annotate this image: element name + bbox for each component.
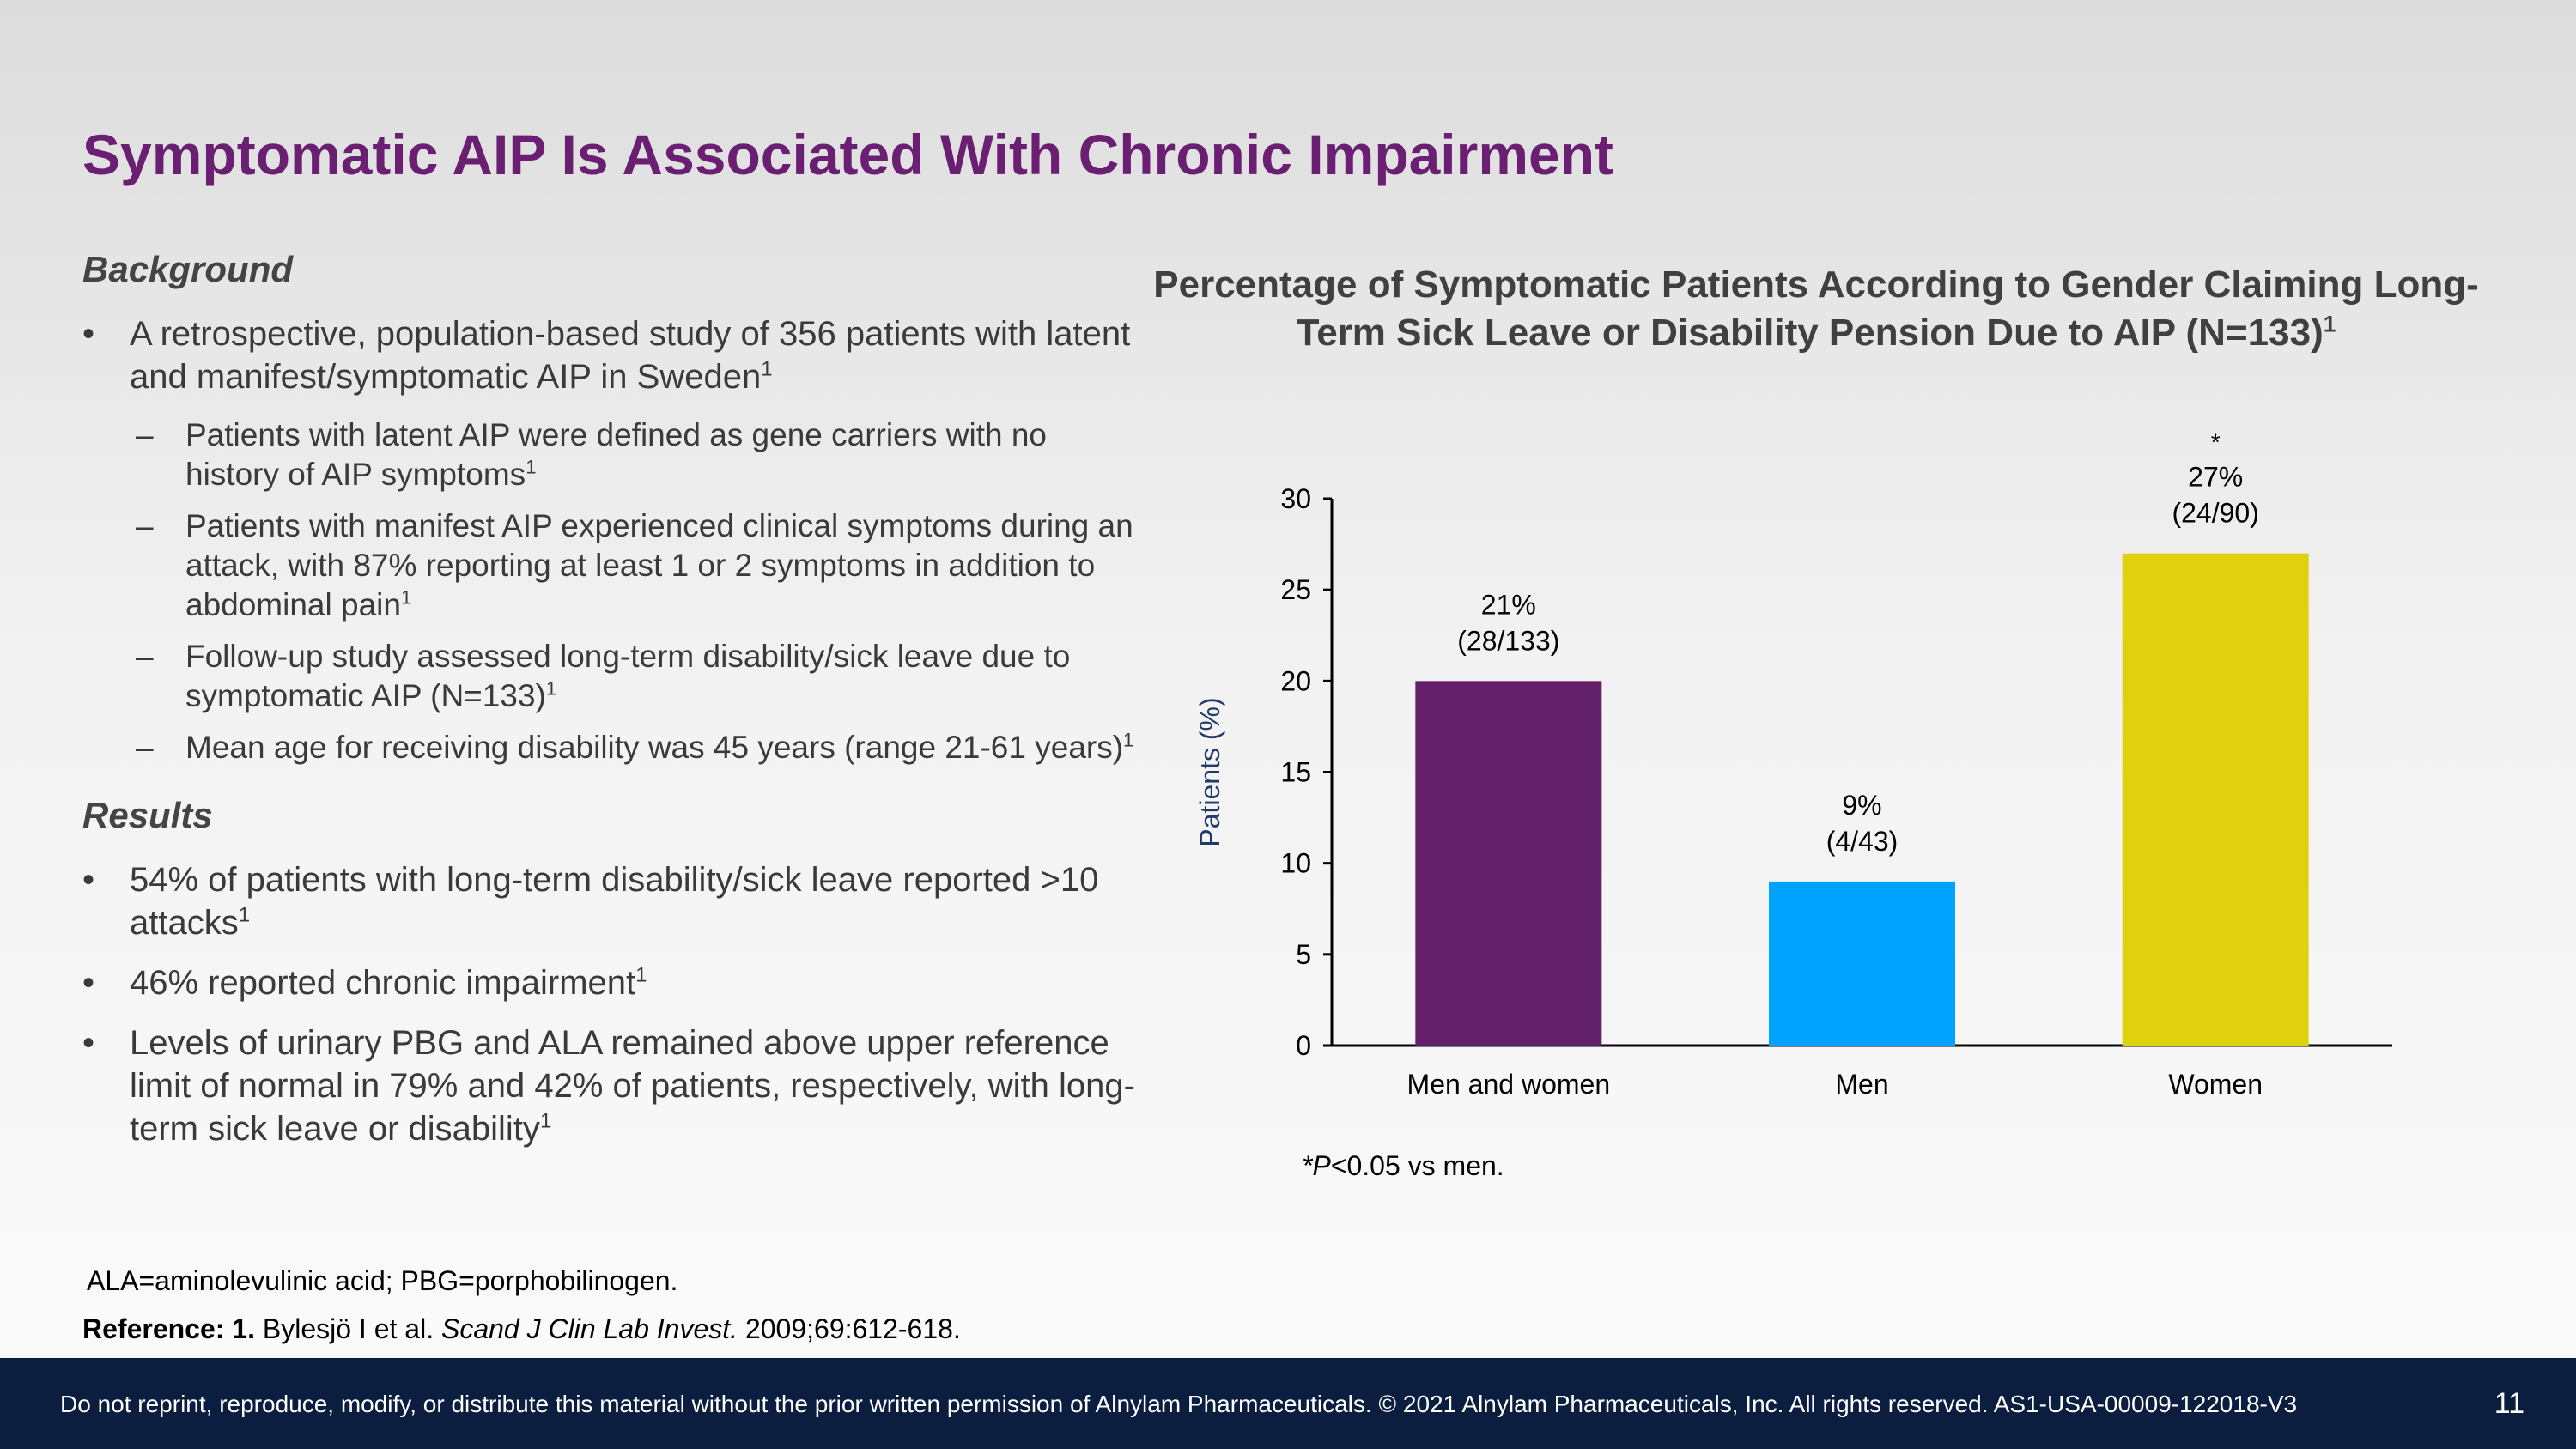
data-label-fraction: (24/90) [2172, 498, 2258, 529]
y-tick-label: 15 [1280, 757, 1311, 788]
bar-chart: 0 5 10 15 20 25 30 Patients (%) Men and women 21%… [1194, 429, 2392, 1100]
sub-item-text: Mean age for receiving disability was 45… [185, 730, 1124, 765]
sub-item-followup: – Follow-up study assessed long-term dis… [82, 637, 1147, 716]
y-tick-label: 5 [1296, 939, 1311, 970]
chart-title: Percentage of Symptomatic Patients Accor… [1142, 261, 2490, 357]
reference-label: Reference: 1. [82, 1313, 255, 1344]
sub-item-manifest: – Patients with manifest AIP experienced… [82, 506, 1147, 625]
bullet-marker: • [82, 1024, 95, 1062]
dash-marker: – [136, 417, 154, 452]
result-item-text: 54% of patients with long-term disabilit… [130, 861, 1099, 942]
y-tick-label: 0 [1296, 1030, 1311, 1061]
footer-disclaimer: Do not reprint, reproduce, modify, or di… [60, 1391, 2298, 1417]
text-panel: Background • A retrospective, population… [82, 249, 1147, 1167]
citation-sup: 1 [238, 903, 251, 927]
citation-sup: 1 [1123, 729, 1134, 751]
citation-sup: 1 [545, 677, 557, 700]
sub-item-text: Follow-up study assessed long-term disab… [185, 639, 1071, 713]
significance-marker: * [2211, 429, 2221, 456]
dash-marker: – [136, 508, 154, 543]
result-item-impairment: • 46% reported chronic impairment1 [82, 961, 1147, 1004]
citation-sup: 1 [761, 357, 773, 381]
bullet-marker: • [82, 315, 95, 353]
abbreviations: ALA=aminolevulinic acid; PBG=porphobilin… [87, 1265, 678, 1296]
sub-item-text: Patients with latent AIP were defined as… [185, 417, 1047, 492]
y-tick-label: 20 [1280, 665, 1311, 696]
y-tick-label: 30 [1280, 483, 1311, 514]
y-axis-title: Patients (%) [1194, 697, 1225, 846]
bar-1 [1415, 681, 1602, 1046]
data-label-percent: 21% [1481, 589, 1536, 620]
sub-item-latent: – Patients with latent AIP were defined … [82, 415, 1147, 494]
chart-footnote: *P<0.05 vs men. [1302, 1150, 1504, 1182]
data-label-fraction: (28/133) [1457, 625, 1559, 656]
bullet-study: • A retrospective, population-based stud… [82, 312, 1147, 398]
data-label-percent: 9% [1842, 790, 1881, 821]
bar-2 [1769, 881, 1955, 1046]
bullet-marker: • [82, 861, 95, 899]
footnote-text: <0.05 vs men. [1330, 1150, 1504, 1181]
data-label-fraction: (4/43) [1826, 826, 1899, 857]
background-heading: Background [82, 249, 294, 289]
sub-item-mean-age: – Mean age for receiving disability was … [82, 728, 1147, 767]
x-tick-label: Men and women [1407, 1069, 1611, 1100]
x-tick-label: Men [1835, 1069, 1888, 1100]
citation-sup: 1 [539, 1109, 552, 1133]
citation-sup: 1 [526, 456, 537, 478]
reference-journal: Scand J Clin Lab Invest. [440, 1313, 738, 1344]
citation-sup: 1 [635, 963, 647, 987]
page-number: 11 [2494, 1387, 2524, 1420]
slide-title: Symptomatic AIP Is Associated With Chron… [82, 123, 1613, 186]
x-tick-label: Women [2168, 1069, 2263, 1100]
bar-3 [2122, 553, 2309, 1046]
chart-title-text: Percentage of Symptomatic Patients Accor… [1153, 264, 2479, 354]
results-heading: Results [82, 795, 213, 835]
dash-marker: – [136, 730, 154, 765]
footer-bar: Do not reprint, reproduce, modify, or di… [0, 1358, 2576, 1449]
result-item-attacks: • 54% of patients with long-term disabil… [82, 858, 1147, 944]
footnote-italic: *P [1302, 1150, 1331, 1181]
result-item-urinary: • Levels of urinary PBG and ALA remained… [82, 1022, 1147, 1150]
y-tick-label: 25 [1280, 574, 1311, 605]
bullet-marker: • [82, 964, 95, 1002]
result-item-text: Levels of urinary PBG and ALA remained a… [130, 1024, 1135, 1148]
citation-sup: 1 [400, 586, 412, 609]
result-item-text: 46% reported chronic impairment [130, 964, 636, 1002]
sub-item-text: Patients with manifest AIP experienced c… [185, 508, 1133, 622]
dash-marker: – [136, 639, 154, 674]
reference-details: 2009;69:612-618. [738, 1313, 961, 1344]
data-label-percent: 27% [2188, 462, 2243, 493]
y-tick-label: 10 [1280, 848, 1311, 879]
citation-sup: 1 [2323, 311, 2336, 337]
reference-authors: Bylesjö I et al. [254, 1313, 441, 1344]
reference: Reference: 1. Bylesjö I et al. Scand J C… [82, 1313, 961, 1345]
bullet-study-text: A retrospective, population-based study … [130, 315, 1131, 396]
